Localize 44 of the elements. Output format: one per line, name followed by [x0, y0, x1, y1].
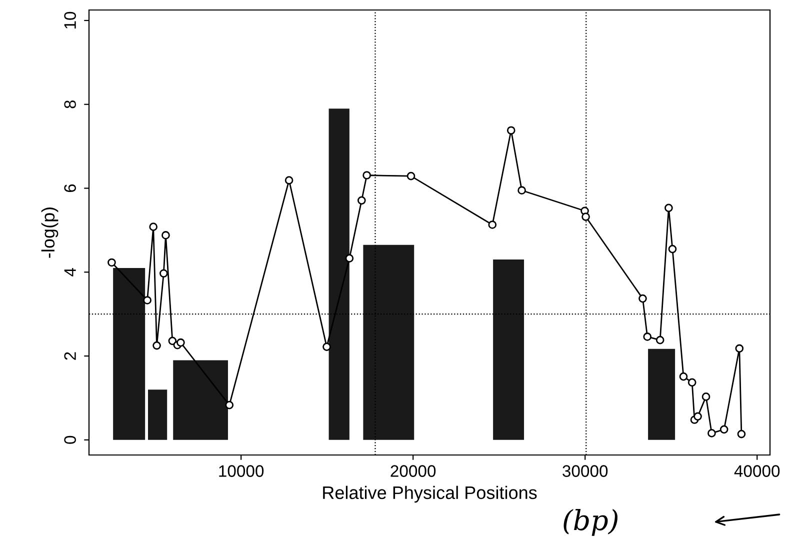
x-tick-label: 30000	[562, 465, 608, 477]
point	[176, 338, 185, 347]
y-tick-label: 0	[64, 436, 76, 444]
point	[694, 412, 702, 421]
point	[108, 258, 116, 267]
point	[162, 231, 170, 240]
point	[688, 378, 696, 387]
y-tick-label: 4	[64, 268, 76, 276]
point	[406, 172, 416, 180]
point	[643, 332, 652, 341]
point	[506, 126, 516, 135]
x-tick-label: 10000	[219, 465, 264, 477]
point	[143, 296, 152, 304]
y-axis-title: -log(p)	[41, 208, 58, 258]
point	[362, 171, 371, 180]
point	[708, 429, 716, 438]
point	[679, 372, 688, 381]
x-tick-label: 20000	[390, 465, 436, 477]
point	[518, 186, 526, 195]
point	[284, 176, 294, 184]
point	[225, 400, 234, 410]
point	[357, 196, 366, 205]
text: (bp)	[564, 508, 618, 536]
point	[582, 212, 590, 221]
point	[735, 344, 744, 353]
x-tick-label: 40000	[734, 465, 780, 477]
point	[702, 392, 710, 401]
point	[149, 222, 158, 232]
y-tick-label: 10	[64, 12, 76, 28]
y-tick-label: 6	[64, 184, 76, 192]
x-axis-title: Relative Physical Positions	[323, 486, 537, 503]
point	[488, 220, 497, 229]
point	[656, 336, 664, 344]
point	[159, 269, 168, 278]
point	[720, 425, 728, 434]
point	[638, 294, 647, 303]
point	[668, 244, 677, 254]
y-tick-label: 8	[64, 100, 76, 108]
point	[152, 341, 161, 350]
point	[737, 430, 746, 438]
y-tick-label: 2	[64, 352, 76, 360]
point	[664, 204, 673, 212]
point	[322, 342, 331, 351]
point	[345, 254, 354, 262]
